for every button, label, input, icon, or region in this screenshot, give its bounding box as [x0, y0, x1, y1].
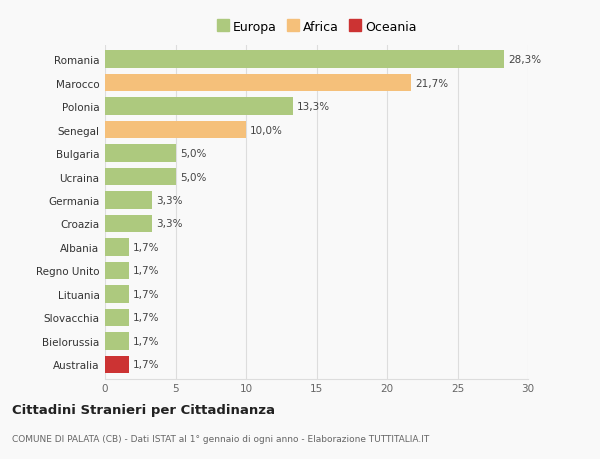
- Text: 28,3%: 28,3%: [508, 55, 541, 65]
- Text: 1,7%: 1,7%: [133, 359, 160, 369]
- Bar: [105, 215, 152, 233]
- Bar: [105, 356, 129, 374]
- Text: 1,7%: 1,7%: [133, 242, 160, 252]
- Text: 21,7%: 21,7%: [415, 78, 448, 89]
- Bar: [105, 239, 129, 256]
- Bar: [105, 332, 129, 350]
- Bar: [105, 98, 293, 116]
- Bar: [105, 122, 246, 139]
- Text: 1,7%: 1,7%: [133, 313, 160, 323]
- Text: 13,3%: 13,3%: [297, 102, 330, 112]
- Text: 5,0%: 5,0%: [180, 172, 206, 182]
- Bar: [105, 309, 129, 326]
- Text: 3,3%: 3,3%: [156, 196, 182, 206]
- Bar: [105, 51, 504, 69]
- Bar: [105, 75, 411, 92]
- Text: Cittadini Stranieri per Cittadinanza: Cittadini Stranieri per Cittadinanza: [12, 403, 275, 416]
- Text: 1,7%: 1,7%: [133, 289, 160, 299]
- Bar: [105, 285, 129, 303]
- Text: 10,0%: 10,0%: [250, 125, 283, 135]
- Bar: [105, 168, 176, 186]
- Bar: [105, 192, 152, 209]
- Legend: Europa, Africa, Oceania: Europa, Africa, Oceania: [214, 19, 419, 37]
- Text: 5,0%: 5,0%: [180, 149, 206, 159]
- Text: 3,3%: 3,3%: [156, 219, 182, 229]
- Text: 1,7%: 1,7%: [133, 336, 160, 346]
- Text: 1,7%: 1,7%: [133, 266, 160, 276]
- Bar: [105, 262, 129, 280]
- Bar: [105, 145, 176, 162]
- Text: COMUNE DI PALATA (CB) - Dati ISTAT al 1° gennaio di ogni anno - Elaborazione TUT: COMUNE DI PALATA (CB) - Dati ISTAT al 1°…: [12, 434, 429, 442]
